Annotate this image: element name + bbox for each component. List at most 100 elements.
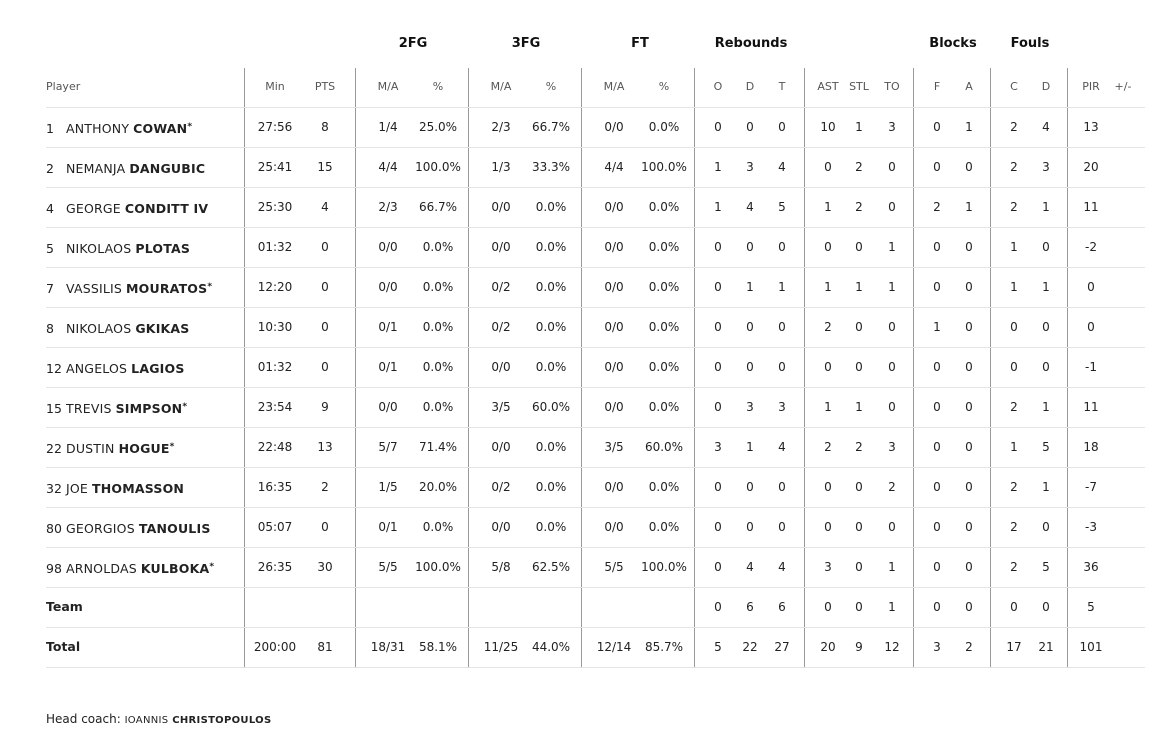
header-fg3-ma[interactable]: M/A: [490, 80, 512, 93]
stat-blk-f: 0: [933, 440, 941, 454]
header-fg3-pct[interactable]: %: [545, 80, 557, 93]
total-fg2-pct: 58.1%: [418, 640, 458, 654]
stat-pir: -2: [1085, 240, 1097, 254]
stat-reb-t: 5: [778, 200, 786, 214]
player-row[interactable]: 80 GEORGIOS TANOULIS 05:07 0 0/1 0.0% 0/0 0.0% 0…: [46, 507, 1145, 548]
player-name-cell[interactable]: 12 ANGELOS LAGIOS: [46, 347, 241, 387]
header-reb-o[interactable]: O: [713, 80, 723, 93]
header-foul-c[interactable]: C: [1010, 80, 1018, 93]
total-blk-f: 3: [933, 640, 941, 654]
stat-blk-a: 0: [965, 240, 973, 254]
header-fg2-ma[interactable]: M/A: [377, 80, 399, 93]
stat-blk-f: 2: [933, 200, 941, 214]
stat-stl: 2: [855, 160, 863, 174]
stat-pm: [1109, 267, 1137, 307]
stat-reb-o: 1: [714, 160, 722, 174]
header-ft-pct[interactable]: %: [658, 80, 670, 93]
player-row[interactable]: 12 ANGELOS LAGIOS 01:32 0 0/1 0.0% 0/0 0.0% 0/0 0…: [46, 347, 1145, 388]
player-name-cell[interactable]: 80 GEORGIOS TANOULIS: [46, 507, 241, 547]
player-row[interactable]: 98 ARNOLDAS KULBOKA* 26:35 30 5/5 100.0% 5/8 62…: [46, 547, 1145, 588]
stat-fg3-ma: 2/3: [491, 120, 511, 134]
stat-pts: 0: [321, 280, 329, 294]
header-ft-ma[interactable]: M/A: [603, 80, 625, 93]
stat-fg3-pct: 0.0%: [535, 240, 567, 254]
total-fg3-ma: 11/25: [483, 640, 519, 654]
stat-reb-t: 0: [778, 240, 786, 254]
player-row[interactable]: 2 NEMANJA DANGUBIC 25:41 15 4/4 100.0% 1/3 33.3…: [46, 147, 1145, 188]
header-blk-a[interactable]: A: [965, 80, 973, 93]
player-name-cell[interactable]: 1 ANTHONY COWAN*: [46, 107, 241, 147]
header-pts[interactable]: PTS: [314, 80, 336, 93]
header-min[interactable]: Min: [265, 80, 285, 93]
stat-foul-c: 1: [1010, 440, 1018, 454]
stat-pm: [1109, 467, 1137, 507]
player-name-cell[interactable]: 15 TREVIS SIMPSON*: [46, 387, 241, 427]
player-name-cell[interactable]: 5 NIKOLAOS PLOTAS: [46, 227, 241, 267]
header-pir[interactable]: PIR: [1082, 80, 1100, 93]
player-name-cell[interactable]: 4 GEORGE CONDITT IV: [46, 187, 241, 227]
stat-pts: 9: [321, 400, 329, 414]
header-to[interactable]: TO: [884, 80, 900, 93]
player-number: 1: [46, 121, 54, 136]
player-row[interactable]: 15 TREVIS SIMPSON* 23:54 9 0/0 0.0% 3/5 60.0% 0/…: [46, 387, 1145, 428]
stat-fg2-ma: 1/4: [378, 120, 398, 134]
stat-foul-c: 2: [1010, 160, 1018, 174]
total-fg2-ma: 18/31: [370, 640, 406, 654]
player-row[interactable]: 8 NIKOLAOS GKIKAS 10:30 0 0/1 0.0% 0/2 0.0% 0/0 0…: [46, 307, 1145, 348]
stat-foul-c: 2: [1010, 560, 1018, 574]
stat-blk-a: 0: [965, 280, 973, 294]
stat-min: 05:07: [257, 520, 293, 534]
player-name-cell[interactable]: 98 ARNOLDAS KULBOKA*: [46, 547, 241, 587]
stat-ft-pct: 0.0%: [648, 240, 680, 254]
header-fg2-pct[interactable]: %: [432, 80, 444, 93]
stat-fg2-pct: 0.0%: [422, 520, 454, 534]
stat-ast: 1: [824, 200, 832, 214]
header-player[interactable]: Player: [46, 80, 81, 93]
player-name-cell[interactable]: 32 JOE THOMASSON: [46, 467, 241, 507]
header-blk-f[interactable]: F: [933, 80, 941, 93]
stat-to: 0: [888, 520, 896, 534]
player-name-cell[interactable]: 7 VASSILIS MOURATOS*: [46, 267, 241, 307]
header-plus-minus[interactable]: +/-: [1114, 80, 1132, 93]
header-stl[interactable]: STL: [849, 80, 869, 93]
player-last-name: PLOTAS: [135, 241, 191, 256]
stat-to: 0: [888, 400, 896, 414]
player-row[interactable]: 22 DUSTIN HOGUE* 22:48 13 5/7 71.4% 0/0 0.0% 3/5…: [46, 427, 1145, 468]
stat-reb-o: 0: [714, 480, 722, 494]
header-reb-t[interactable]: T: [778, 80, 786, 93]
stat-stl: 2: [855, 440, 863, 454]
stat-stl: 0: [855, 520, 863, 534]
player-name-cell[interactable]: 2 NEMANJA DANGUBIC: [46, 147, 241, 187]
player-row[interactable]: 5 NIKOLAOS PLOTAS 01:32 0 0/0 0.0% 0/0 0.0% 0/0 0…: [46, 227, 1145, 268]
player-row[interactable]: 32 JOE THOMASSON 16:35 2 1/5 20.0% 0/2 0.0% 0/0 0…: [46, 467, 1145, 508]
total-foul-c: 17: [1006, 640, 1022, 654]
player-row[interactable]: 1 ANTHONY COWAN* 27:56 8 1/4 25.0% 2/3 66.7% 0/0…: [46, 107, 1145, 148]
header-ast[interactable]: AST: [817, 80, 839, 93]
column-divider: [355, 68, 356, 668]
player-last-name: MOURATOS: [126, 281, 208, 296]
stat-pir: 36: [1083, 560, 1099, 574]
total-blk-a: 2: [965, 640, 973, 654]
head-coach-last-name: CHRISTOPOULOS: [172, 715, 272, 726]
player-row[interactable]: 7 VASSILIS MOURATOS* 12:20 0 0/0 0.0% 0/2 0.0% 0…: [46, 267, 1145, 308]
player-number: 98: [46, 561, 62, 576]
stat-ast: 2: [824, 320, 832, 334]
player-name-cell[interactable]: 22 DUSTIN HOGUE*: [46, 427, 241, 467]
player-last-name: COWAN: [133, 121, 188, 136]
player-row[interactable]: 4 GEORGE CONDITT IV 25:30 4 2/3 66.7% 0/0 0.0% 0…: [46, 187, 1145, 228]
stat-fg2-ma: 0/0: [378, 240, 398, 254]
team-label: Team: [46, 599, 83, 614]
stat-reb-o: 1: [714, 200, 722, 214]
stat-ft-ma: 5/5: [604, 560, 624, 574]
stat-fg3-pct: 0.0%: [535, 360, 567, 374]
stat-reb-d: 0: [746, 520, 754, 534]
team-row: Team 0 6 6 0 0 1 0 0 0 0 5: [46, 587, 1145, 628]
header-reb-d[interactable]: D: [745, 80, 755, 93]
stat-reb-d: 4: [746, 200, 754, 214]
stat-pm: [1109, 107, 1137, 147]
header-foul-d[interactable]: D: [1041, 80, 1051, 93]
player-number: 12: [46, 361, 62, 376]
stat-foul-c: 2: [1010, 400, 1018, 414]
player-name-cell[interactable]: 8 NIKOLAOS GKIKAS: [46, 307, 241, 347]
stat-ast: 0: [824, 480, 832, 494]
